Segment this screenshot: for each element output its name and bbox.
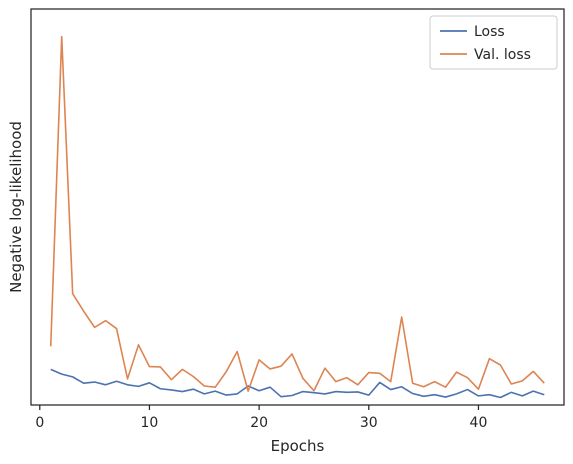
x-tick-label: 30	[360, 415, 378, 431]
series-line-loss	[50, 368, 545, 399]
y-axis-label: Negative log-likelihood	[7, 121, 25, 293]
legend-label-val-loss: Val. loss	[474, 47, 531, 63]
series-layer	[49, 35, 545, 399]
legend: Loss Val. loss	[429, 15, 558, 70]
legend-label-loss: Loss	[474, 24, 505, 40]
x-tick-label: 10	[141, 415, 159, 431]
x-tick-label: 0	[35, 415, 44, 431]
legend-box	[429, 15, 558, 70]
x-axis-label: Epochs	[271, 437, 325, 455]
axes	[30, 8, 565, 406]
x-tick-label: 40	[470, 415, 488, 431]
plot-frame	[30, 8, 565, 406]
series-line-val-loss	[49, 35, 545, 392]
x-tick-label: 20	[250, 415, 268, 431]
x-ticks: 0 10 20 30 40	[35, 405, 487, 431]
